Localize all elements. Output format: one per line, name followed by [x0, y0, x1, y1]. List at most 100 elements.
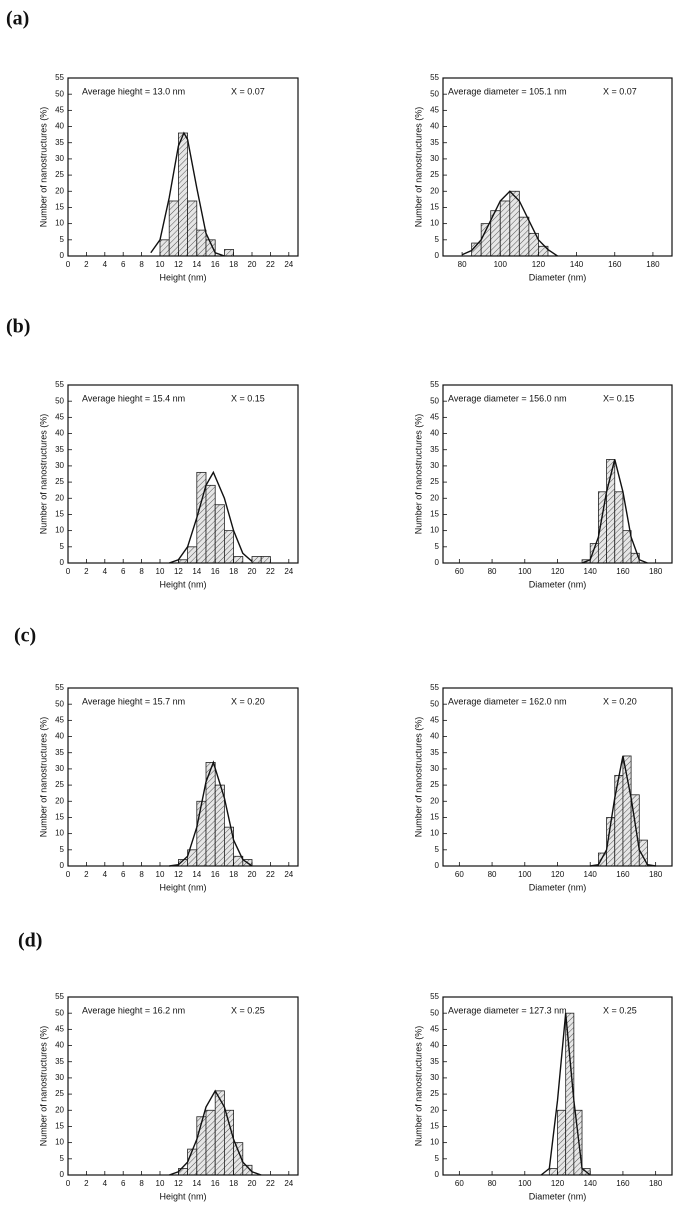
x-tick-label: 16 [211, 1179, 220, 1188]
y-tick-label: 25 [55, 780, 64, 789]
fit-curve [540, 1013, 591, 1176]
y-tick-label: 35 [55, 138, 64, 147]
chart: 0 5 10 15 20 25 30 35 40 45 50 55 60 80 100 120 140 160 18… [413, 683, 673, 892]
x-tick-label: 0 [66, 567, 71, 576]
fit-curve [168, 470, 253, 564]
y-tick-label: 15 [55, 510, 64, 519]
x-tick-label: 2 [84, 1179, 89, 1188]
bar [223, 249, 234, 257]
x-tick-label: 18 [229, 260, 238, 269]
y-tick-label: 30 [430, 461, 439, 470]
x-tick-label: 16 [211, 870, 220, 879]
x-tick-label: 24 [284, 567, 293, 576]
x-tick-label: 8 [139, 567, 144, 576]
fit-curve [169, 760, 253, 867]
bar [260, 556, 271, 564]
y-axis-label: Number of nanostructures (%) [413, 107, 423, 228]
x-tick-label: 160 [616, 1179, 630, 1188]
y-tick-label: 25 [430, 780, 439, 789]
x-tick-label: 0 [66, 260, 71, 269]
y-tick-label: 35 [430, 1057, 439, 1066]
bar [614, 491, 624, 564]
y-tick-label: 40 [55, 732, 64, 741]
y-tick-label: 25 [430, 477, 439, 486]
bar [597, 852, 607, 867]
y-tick-label: 0 [435, 558, 440, 567]
x-tick-label: 140 [584, 1179, 598, 1188]
y-tick-label: 35 [55, 1057, 64, 1066]
y-tick-label: 20 [430, 796, 439, 805]
fit-curve [150, 131, 225, 257]
y-tick-label: 50 [430, 89, 439, 98]
y-tick-label: 25 [55, 1089, 64, 1098]
y-tick-label: 30 [430, 1073, 439, 1082]
y-tick-label: 50 [55, 699, 64, 708]
y-tick-label: 40 [430, 732, 439, 741]
bar [168, 200, 179, 257]
bar [177, 132, 188, 257]
x-tick-label: 160 [616, 870, 630, 879]
y-tick-label: 45 [430, 1024, 439, 1033]
panel-label: (c) [14, 625, 36, 647]
annotation: X = 0.25 [603, 1005, 637, 1015]
y-tick-label: 25 [55, 477, 64, 486]
y-tick-label: 15 [430, 203, 439, 212]
annotation: Average hieght = 15.7 nm [82, 696, 185, 706]
y-tick-label: 45 [430, 105, 439, 114]
x-tick-label: 16 [211, 260, 220, 269]
y-tick-label: 40 [55, 1041, 64, 1050]
x-tick-label: 100 [518, 870, 532, 879]
annotation: X = 0.07 [231, 86, 265, 96]
y-tick-label: 25 [430, 170, 439, 179]
y-tick-label: 15 [430, 1122, 439, 1131]
y-tick-label: 0 [435, 861, 440, 870]
y-tick-label: 55 [430, 683, 439, 692]
y-tick-label: 15 [430, 813, 439, 822]
x-axis-label: Height (nm) [159, 579, 206, 589]
x-tick-label: 60 [455, 1179, 464, 1188]
y-tick-label: 45 [430, 715, 439, 724]
bar [223, 530, 234, 564]
panel-label: (d) [18, 930, 42, 952]
y-tick-label: 50 [430, 396, 439, 405]
y-tick-label: 40 [55, 429, 64, 438]
plot-frame [67, 384, 299, 564]
x-tick-label: 140 [570, 260, 584, 269]
plot-frame [67, 77, 299, 257]
bar [187, 1148, 198, 1176]
y-tick-label: 10 [55, 526, 64, 535]
x-tick-label: 14 [192, 567, 201, 576]
x-tick-label: 2 [84, 870, 89, 879]
y-tick-label: 20 [430, 1105, 439, 1114]
x-tick-label: 120 [551, 870, 565, 879]
y-tick-label: 50 [430, 1008, 439, 1017]
y-tick-label: 50 [55, 89, 64, 98]
y-tick-label: 30 [430, 764, 439, 773]
x-tick-label: 4 [103, 567, 108, 576]
y-tick-label: 20 [55, 493, 64, 502]
bar [509, 190, 520, 257]
x-tick-label: 140 [584, 567, 598, 576]
y-tick-label: 0 [60, 861, 65, 870]
bar [205, 1109, 216, 1176]
x-tick-label: 10 [156, 870, 165, 879]
plot-frame [442, 77, 673, 257]
x-axis-label: Diameter (nm) [529, 579, 587, 589]
x-tick-label: 8 [139, 260, 144, 269]
x-tick-label: 10 [156, 1179, 165, 1188]
y-tick-label: 55 [55, 380, 64, 389]
y-tick-label: 10 [430, 829, 439, 838]
x-tick-label: 180 [646, 260, 660, 269]
bar [205, 484, 216, 564]
chart: 0 5 10 15 20 25 30 35 40 45 50 55 60 80 100 120 140 160 18… [413, 380, 673, 589]
y-tick-label: 55 [430, 73, 439, 82]
y-tick-label: 15 [55, 813, 64, 822]
y-tick-label: 55 [430, 992, 439, 1001]
annotation: Average diameter = 127.3 nm [448, 1005, 567, 1015]
plot-frame [67, 687, 299, 867]
x-axis-label: Height (nm) [159, 272, 206, 282]
x-tick-label: 0 [66, 870, 71, 879]
y-tick-label: 0 [435, 251, 440, 260]
y-tick-label: 50 [55, 396, 64, 405]
